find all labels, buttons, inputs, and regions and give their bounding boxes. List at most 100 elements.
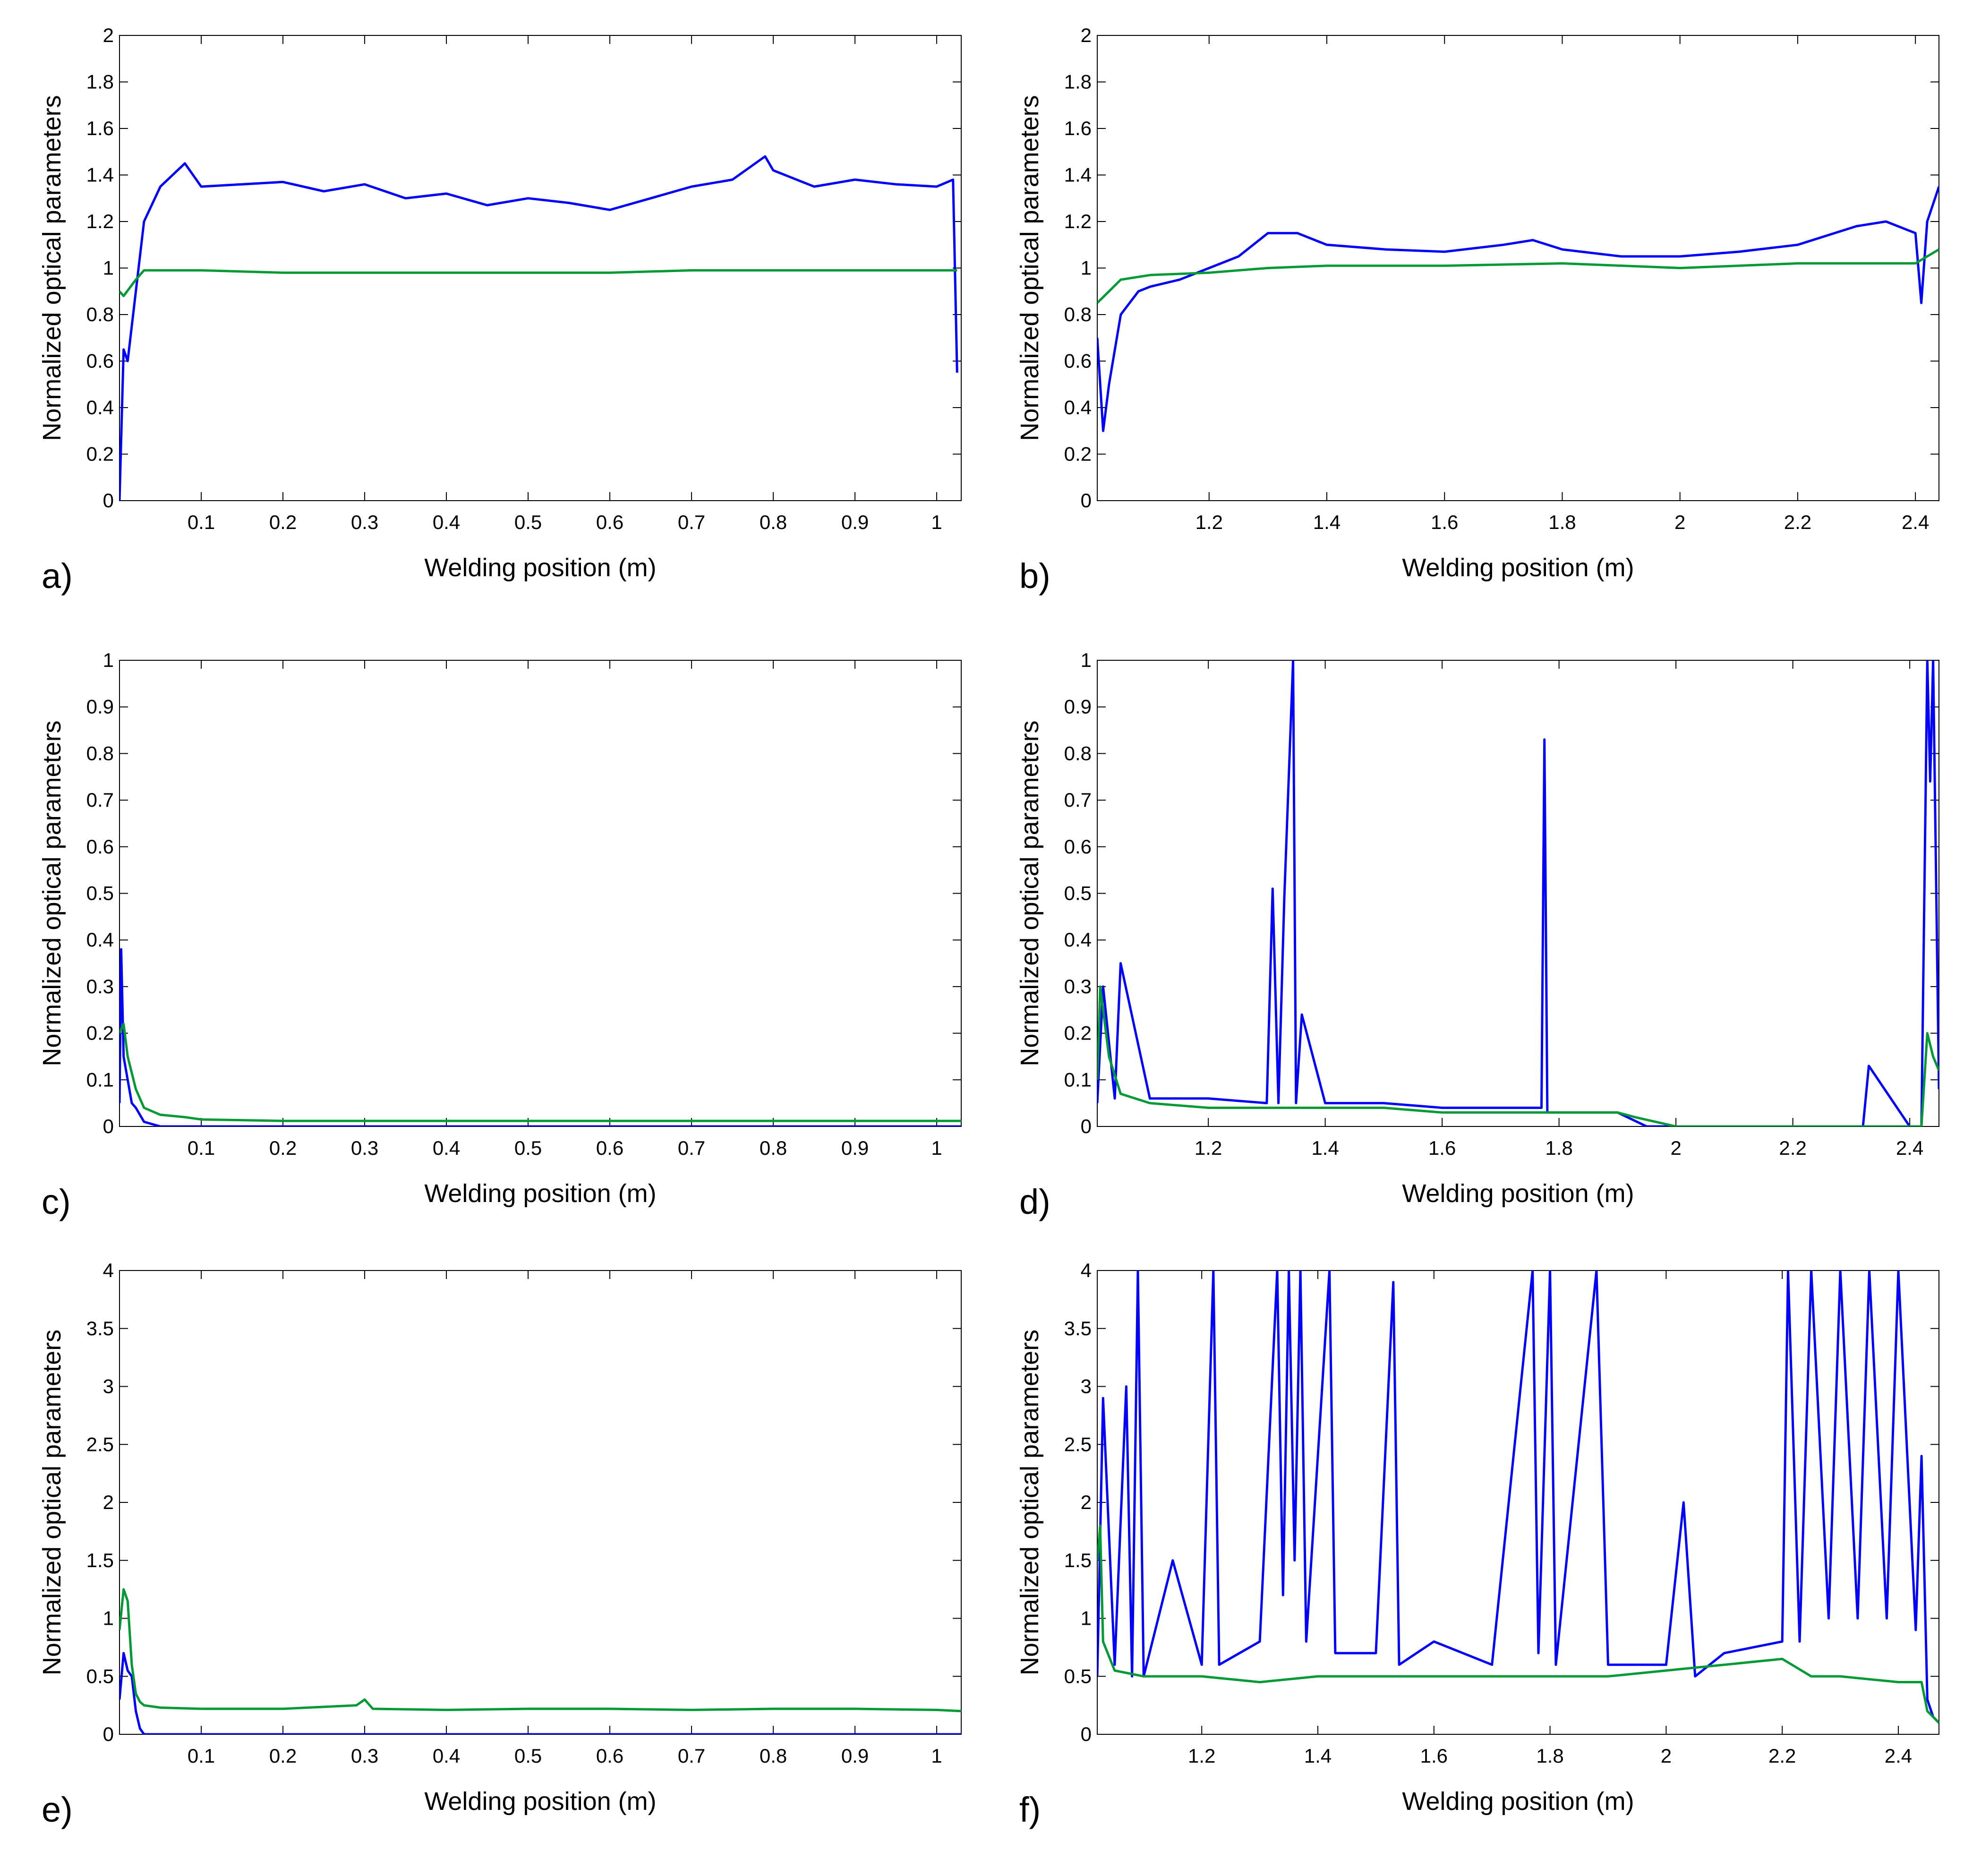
series-line-blue <box>120 1652 961 1734</box>
x-tick-label: 2 <box>1661 1745 1672 1767</box>
series-line-blue <box>120 948 961 1126</box>
x-tick-label: 0.1 <box>188 1745 215 1767</box>
x-tick-label: 0.1 <box>188 511 215 533</box>
x-tick-label: 0.3 <box>351 511 378 533</box>
y-tick-label: 0.8 <box>86 742 114 764</box>
x-axis-label: Welding position (m) <box>1402 554 1634 582</box>
x-tick-label: 2.2 <box>1784 511 1811 533</box>
x-tick-label: 0.2 <box>269 1745 297 1767</box>
series-line-green <box>120 1023 961 1122</box>
y-tick-label: 1 <box>1081 257 1092 279</box>
y-tick-label: 1 <box>103 1607 114 1629</box>
y-tick-label: 3 <box>103 1375 114 1398</box>
x-tick-label: 1 <box>931 1745 942 1767</box>
x-tick-label: 2 <box>1674 511 1685 533</box>
y-tick-label: 3 <box>1081 1375 1092 1398</box>
y-tick-label: 0 <box>1081 489 1092 512</box>
y-axis-label: Normalized optical parameters <box>38 720 66 1066</box>
y-tick-label: 1.2 <box>1064 210 1092 232</box>
y-tick-label: 1 <box>1081 1607 1092 1629</box>
series-line-green <box>1097 248 1939 304</box>
x-tick-label: 2.4 <box>1896 1137 1923 1159</box>
x-tick-label: 1.4 <box>1304 1745 1332 1767</box>
series-line-green <box>1097 1524 1939 1724</box>
series-line-blue <box>1097 186 1939 432</box>
y-tick-label: 0.3 <box>86 975 114 998</box>
series-line-blue <box>120 155 958 501</box>
plot-frame <box>119 1270 962 1735</box>
x-tick-label: 1.8 <box>1545 1137 1572 1159</box>
x-axis-label: Welding position (m) <box>424 1787 656 1816</box>
chart-panel: 0 0.1 0.2 0.3 0.4 0.5 0.6 0.7 0.8 0.9 1 1.2 1.4 1.6 1.… <box>1016 649 1939 1221</box>
y-tick-label: 2 <box>103 1491 114 1513</box>
y-tick-label: 3.5 <box>1064 1317 1092 1339</box>
y-tick-label: 0.6 <box>1064 350 1092 372</box>
y-axis-label: Normalized optical parameters <box>1016 95 1044 441</box>
y-tick-label: 4 <box>103 1259 114 1281</box>
x-tick-label: 1.6 <box>1428 1137 1456 1159</box>
x-axis-label: Welding position (m) <box>424 1179 656 1208</box>
y-tick-label: 2 <box>103 24 114 46</box>
x-tick-label: 1.4 <box>1311 1137 1339 1159</box>
x-axis-label: Welding position (m) <box>1402 1179 1634 1208</box>
panel-label: d) <box>1019 1182 1050 1221</box>
y-tick-label: 0.9 <box>86 696 114 718</box>
panel-label: f) <box>1019 1790 1041 1829</box>
y-tick-label: 0.5 <box>86 882 114 904</box>
y-tick-label: 0.9 <box>1064 696 1092 718</box>
y-tick-label: 0.4 <box>1064 929 1092 951</box>
y-tick-label: 1 <box>1081 649 1092 671</box>
x-tick-label: 1.6 <box>1431 511 1458 533</box>
x-tick-label: 0.5 <box>514 1745 542 1767</box>
x-tick-label: 1 <box>931 511 942 533</box>
y-tick-label: 0.8 <box>1064 742 1092 764</box>
x-tick-label: 0.2 <box>269 511 297 533</box>
y-tick-label: 0.2 <box>1064 443 1092 465</box>
y-tick-label: 0 <box>1081 1115 1092 1137</box>
x-tick-label: 0.1 <box>188 1137 215 1159</box>
y-tick-label: 0.6 <box>86 836 114 858</box>
y-axis-label: Normalized optical parameters <box>38 95 66 441</box>
y-tick-label: 0 <box>103 1115 114 1137</box>
y-tick-label: 0.2 <box>1064 1022 1092 1044</box>
x-tick-label: 0.3 <box>351 1137 378 1159</box>
x-tick-label: 1.2 <box>1195 1137 1222 1159</box>
x-tick-label: 0.4 <box>433 1137 460 1159</box>
y-tick-label: 4 <box>1081 1259 1092 1281</box>
chart-panel: 0 0.5 1 1.5 2 2.5 3 3.5 4 0.1 0.2 0.3 0.4 0.5 0.6 0.7 0.… <box>38 1259 962 1829</box>
x-tick-label: 0.6 <box>596 511 623 533</box>
x-tick-label: 0.7 <box>678 1745 705 1767</box>
y-tick-label: 0.6 <box>86 350 114 372</box>
y-tick-label: 1.6 <box>1064 117 1092 139</box>
y-tick-label: 1.8 <box>86 71 114 93</box>
x-tick-label: 1.2 <box>1188 1745 1215 1767</box>
y-tick-label: 0.1 <box>86 1068 114 1091</box>
x-tick-label: 2.4 <box>1885 1745 1912 1767</box>
x-tick-label: 2.2 <box>1779 1137 1806 1159</box>
x-tick-label: 0.9 <box>841 1745 869 1767</box>
x-tick-label: 2.4 <box>1902 511 1929 533</box>
y-tick-label: 2.5 <box>1064 1433 1092 1455</box>
chart-panel: 0 0.2 0.4 0.6 0.8 1 1.2 1.4 1.6 1.8 2 1.2 1.4 1.6 1.8 2… <box>1016 24 1939 596</box>
x-tick-label: 0.3 <box>351 1745 378 1767</box>
y-tick-label: 0.3 <box>1064 975 1092 998</box>
x-tick-label: 1.2 <box>1195 511 1223 533</box>
series-line-blue <box>1097 1271 1939 1724</box>
y-tick-label: 0.5 <box>1064 882 1092 904</box>
chart-panel: 0 0.5 1 1.5 2 2.5 3 3.5 4 1.2 1.4 1.6 1.8 2 2.2 2.4 Weld… <box>1016 1259 1939 1829</box>
x-tick-label: 0.5 <box>514 1137 542 1159</box>
y-tick-label: 3.5 <box>86 1317 114 1339</box>
panel-label: a) <box>42 556 73 596</box>
y-tick-label: 1 <box>103 649 114 671</box>
y-tick-label: 0.4 <box>86 396 114 418</box>
y-tick-label: 0.6 <box>1064 836 1092 858</box>
x-tick-label: 0.7 <box>678 511 705 533</box>
x-tick-label: 0.2 <box>269 1137 297 1159</box>
y-tick-label: 0.4 <box>1064 396 1092 418</box>
x-tick-label: 2.2 <box>1768 1745 1796 1767</box>
x-axis-label: Welding position (m) <box>424 554 656 582</box>
panel-label: e) <box>42 1790 73 1829</box>
y-axis-label: Normalized optical parameters <box>38 1330 66 1675</box>
y-tick-label: 0.7 <box>1064 789 1092 811</box>
